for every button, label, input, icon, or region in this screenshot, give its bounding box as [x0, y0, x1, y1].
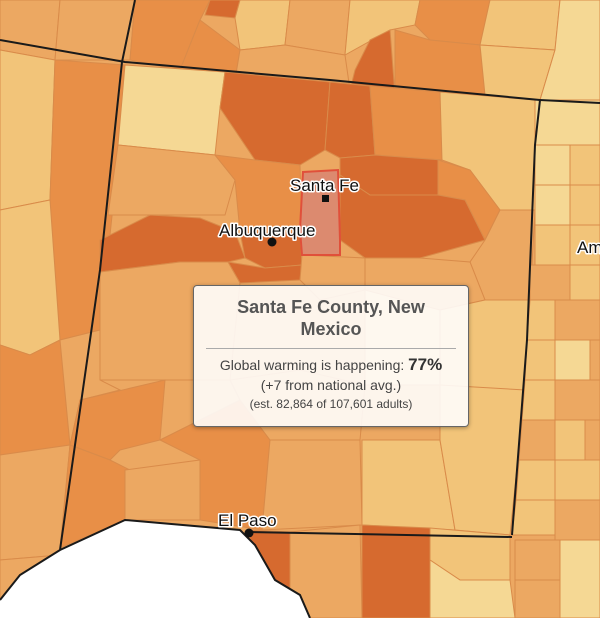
county-nm-sanjuan[interactable] — [117, 64, 226, 156]
tooltip-title: Santa Fe County, New Mexico — [237, 297, 425, 339]
tooltip-stat-line: Global warming is happening: 77% — [206, 355, 456, 375]
county-tx-p3[interactable] — [569, 144, 600, 186]
county-tx-p22[interactable] — [511, 499, 556, 536]
county-co-7[interactable] — [344, 0, 421, 56]
el-paso-label: El Paso — [218, 511, 277, 530]
county-tx-p16[interactable] — [554, 379, 600, 421]
county-co-4[interactable] — [234, 0, 291, 51]
county-tx-p11[interactable] — [554, 299, 600, 341]
amarillo-label: Am — [577, 238, 600, 257]
border-mexico — [0, 518, 311, 618]
county-tx-p8[interactable] — [529, 264, 571, 301]
county-tx-p24[interactable] — [514, 539, 561, 581]
tooltip-national-diff: (+7 from national avg.) — [260, 377, 402, 393]
border-tx-ok — [539, 99, 600, 104]
county-nm-otero[interactable] — [261, 439, 363, 531]
county-tx-p4[interactable] — [534, 184, 571, 226]
county-tx-ward[interactable] — [429, 559, 516, 618]
santa-fe-marker-icon — [322, 195, 329, 202]
county-tx-p12[interactable] — [524, 339, 556, 381]
county-tx-p1[interactable] — [534, 99, 600, 146]
county-nm-colfax[interactable] — [369, 85, 443, 161]
county-tx-p20[interactable] — [515, 459, 556, 501]
county-nm-santafe[interactable] — [300, 170, 340, 255]
border-co-nm — [0, 39, 541, 101]
county-nm-santafe-outline — [298, 168, 341, 256]
tooltip-adult-estimate: (est. 82,864 of 107,601 adults) — [249, 397, 413, 411]
county-tx-p7[interactable] — [569, 224, 600, 266]
county-tx-culberson[interactable] — [361, 524, 431, 618]
county-tx-p18[interactable] — [554, 419, 586, 461]
albuquerque-label: Albuquerque — [219, 221, 315, 240]
county-tx-p23[interactable] — [554, 499, 600, 541]
county-az-6[interactable] — [0, 444, 71, 561]
county-tx-p19[interactable] — [584, 419, 600, 461]
county-az-5[interactable] — [0, 339, 71, 456]
county-tx-p5[interactable] — [569, 184, 600, 226]
tooltip-stat-value: 77% — [408, 355, 443, 374]
albuquerque-marker-icon — [267, 237, 277, 247]
county-tx-p6[interactable] — [534, 224, 571, 266]
county-co-11[interactable] — [479, 0, 561, 51]
border-nm-tx-east — [511, 99, 541, 536]
santa-fe-label: Santa Fe — [290, 176, 359, 195]
county-tx-p9[interactable] — [569, 264, 600, 301]
county-az-4[interactable] — [0, 199, 61, 356]
county-tx-p25[interactable] — [559, 539, 600, 618]
county-tx-p10[interactable] — [526, 299, 556, 341]
tooltip-divider — [206, 348, 456, 349]
county-co-3[interactable] — [204, 0, 241, 19]
el-paso-marker-icon — [244, 528, 254, 538]
county-nm-taos[interactable] — [324, 81, 376, 159]
county-nm-luna[interactable] — [124, 459, 201, 521]
county-tx-p14[interactable] — [589, 339, 600, 381]
county-tx-p2[interactable] — [534, 144, 571, 186]
county-tooltip: Santa Fe County, New Mexico Global warmi… — [193, 285, 469, 427]
county-az-1[interactable] — [0, 0, 61, 61]
county-nm-eddy[interactable] — [361, 439, 456, 531]
border-az-nm — [59, 0, 136, 551]
county-tx-p13[interactable] — [554, 339, 591, 381]
border-nm-tx-south — [249, 531, 513, 538]
mexico-area — [0, 520, 310, 618]
county-tx-p17[interactable] — [518, 419, 556, 461]
county-tx-hudspeth[interactable] — [289, 524, 363, 618]
county-tx-p26[interactable] — [514, 579, 561, 618]
tooltip-stat-label: Global warming is happening: — [219, 357, 405, 373]
county-tx-p15[interactable] — [521, 379, 556, 421]
county-tx-p21[interactable] — [554, 459, 600, 501]
county-az-2[interactable] — [0, 49, 56, 211]
